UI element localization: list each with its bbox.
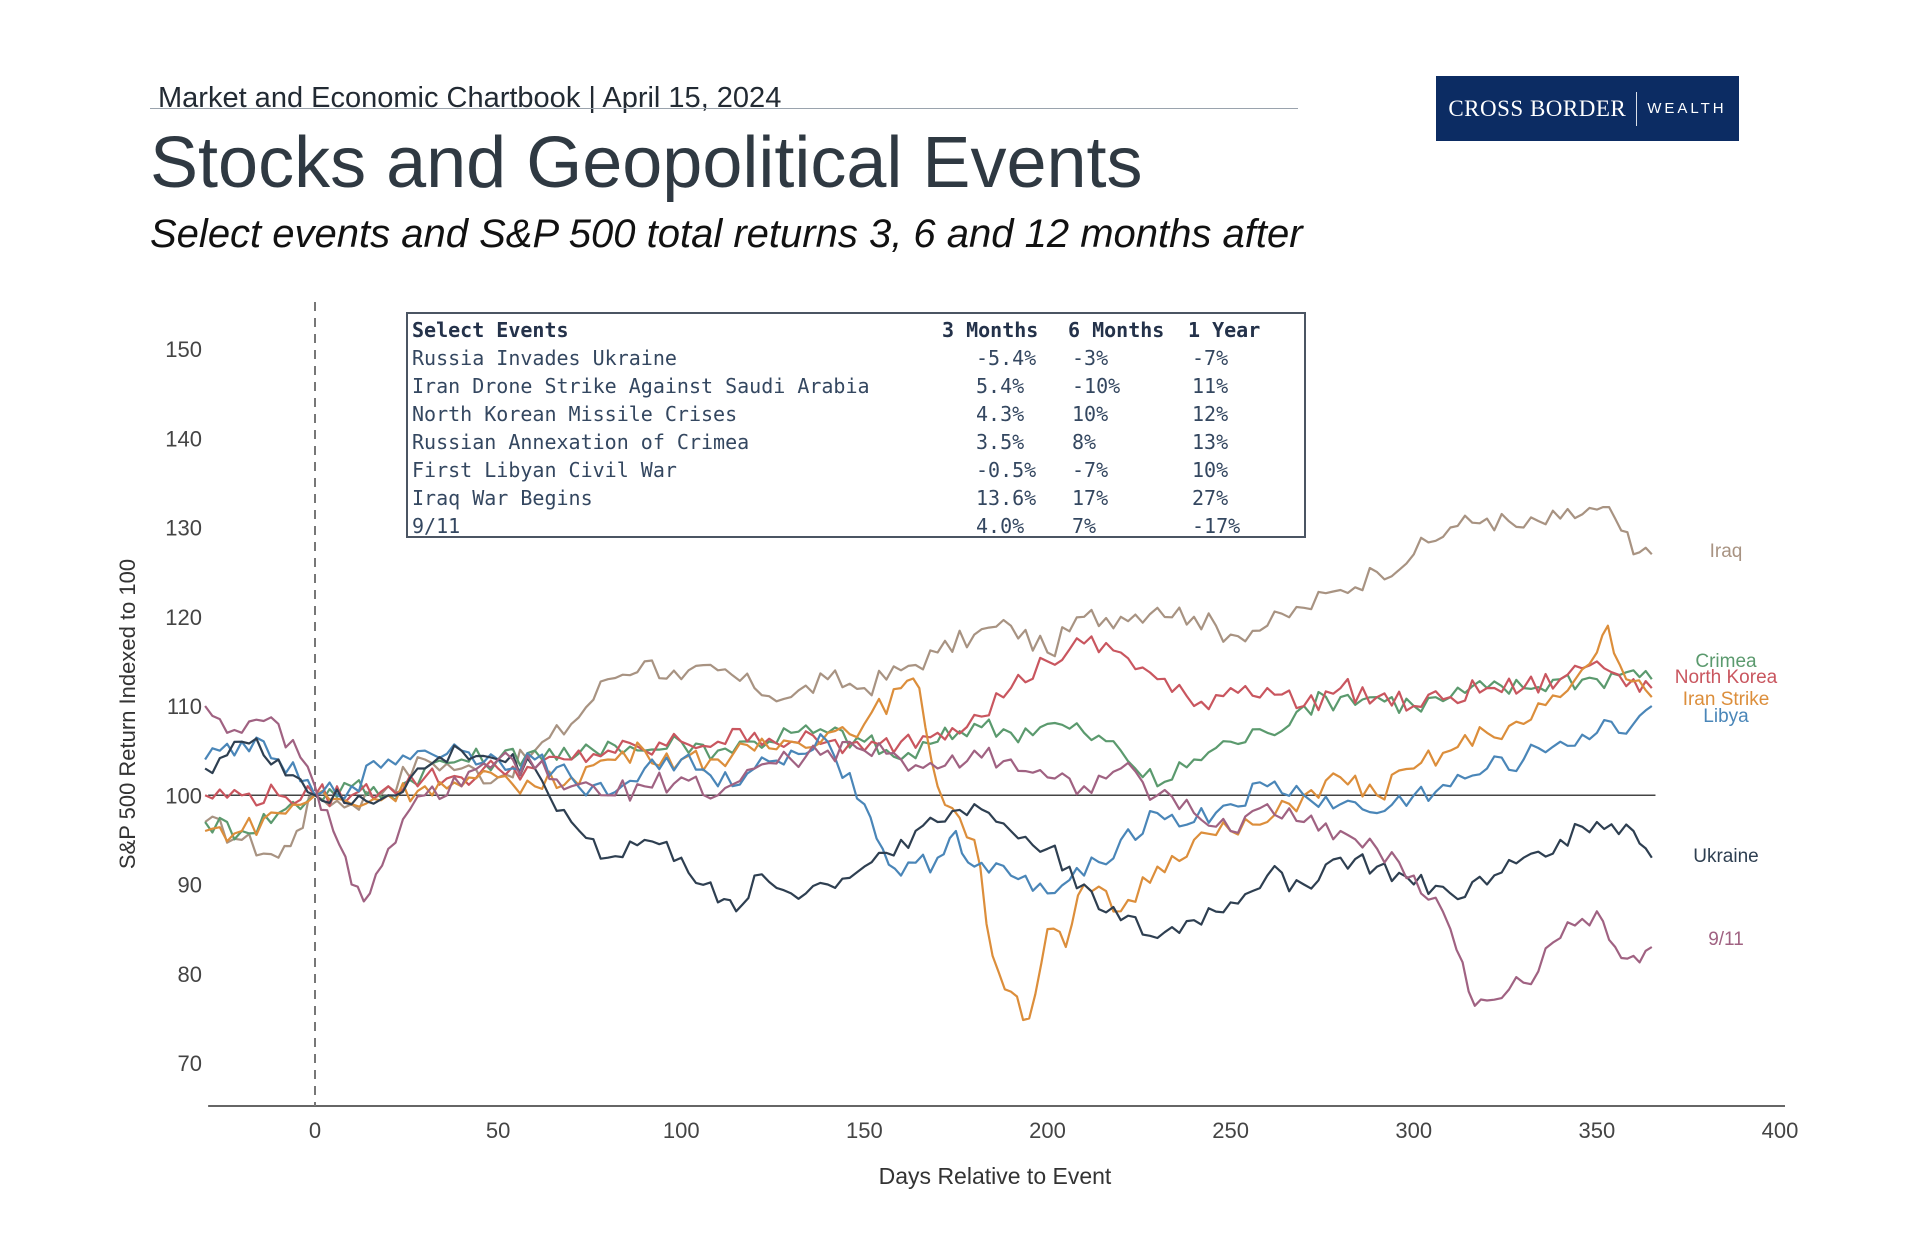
table-cell-3m: -5.4% <box>976 346 1037 370</box>
table-cell-1y: 11% <box>1192 374 1229 398</box>
table-cell-event: Iran Drone Strike Against Saudi Arabia <box>412 374 870 398</box>
table-cell-event: Iraq War Begins <box>412 486 593 510</box>
table-row: Iraq War Begins 13.6% 17% 27% <box>412 486 1302 514</box>
page-subtitle: Select events and S&P 500 total returns … <box>150 212 1303 256</box>
table-cell-1y: -7% <box>1192 346 1229 370</box>
table-cell-event: North Korean Missile Crises <box>412 402 738 426</box>
series-end-label: Libya <box>1703 706 1749 727</box>
series-end-label: Iran Strike <box>1683 689 1770 710</box>
y-tick-label: 70 <box>178 1051 202 1076</box>
y-tick-label: 120 <box>165 605 202 630</box>
series-line-ukraine <box>204 737 1653 940</box>
logo-secondary-text: WEALTH <box>1647 100 1727 117</box>
table-row: Russian Annexation of Crimea 3.5% 8% 13% <box>412 430 1302 458</box>
series-line-iraq <box>204 506 1653 859</box>
events-table: Select Events 3 Months 6 Months 1 Year R… <box>406 312 1306 538</box>
table-cell-6m: 7% <box>1072 514 1097 538</box>
table-header-6m: 6 Months <box>1068 318 1165 342</box>
series-end-label: Crimea <box>1695 651 1757 672</box>
table-header-events: Select Events <box>412 318 569 342</box>
series-end-label: North Korea <box>1675 667 1778 688</box>
table-cell-6m: -3% <box>1072 346 1109 370</box>
table-cell-1y: -17% <box>1192 514 1241 538</box>
table-cell-3m: 13.6% <box>976 486 1037 510</box>
table-cell-6m: 8% <box>1072 430 1097 454</box>
y-tick-label: 130 <box>165 516 202 541</box>
series-end-label: Iraq <box>1710 541 1743 562</box>
x-tick-label: 100 <box>663 1118 700 1143</box>
table-cell-event: Russian Annexation of Crimea <box>412 430 750 454</box>
table-cell-1y: 13% <box>1192 430 1229 454</box>
table-cell-event: 9/11 <box>412 514 461 538</box>
table-cell-1y: 27% <box>1192 486 1229 510</box>
x-tick-label: 200 <box>1029 1118 1066 1143</box>
x-tick-label: 400 <box>1762 1118 1799 1143</box>
table-cell-1y: 12% <box>1192 402 1229 426</box>
x-tick-label: 0 <box>309 1118 321 1143</box>
series-line-crimea <box>204 669 1653 841</box>
table-cell-3m: -0.5% <box>976 458 1037 482</box>
table-cell-6m: 10% <box>1072 402 1109 426</box>
table-cell-1y: 10% <box>1192 458 1229 482</box>
table-cell-6m: -7% <box>1072 458 1109 482</box>
logo-primary-text: CROSS BORDER <box>1448 95 1627 121</box>
table-row: Iran Drone Strike Against Saudi Arabia 5… <box>412 374 1302 402</box>
x-tick-label: 300 <box>1395 1118 1432 1143</box>
events-table-header: Select Events 3 Months 6 Months 1 Year <box>412 318 1302 346</box>
y-tick-label: 150 <box>165 337 202 362</box>
table-cell-6m: -10% <box>1072 374 1121 398</box>
x-tick-label: 250 <box>1212 1118 1249 1143</box>
x-tick-label: 50 <box>486 1118 510 1143</box>
page-title: Stocks and Geopolitical Events <box>150 123 1143 203</box>
table-cell-event: Russia Invades Ukraine <box>412 346 677 370</box>
series-line-iran-strike <box>204 624 1653 1022</box>
table-row: First Libyan Civil War -0.5% -7% 10% <box>412 458 1302 486</box>
x-axis-label: Days Relative to Event <box>879 1163 1112 1189</box>
table-row: 9/11 4.0% 7% -17% <box>412 514 1302 542</box>
series-line-9-11 <box>204 705 1653 1007</box>
series-line-libya <box>204 705 1653 895</box>
table-cell-3m: 4.0% <box>976 514 1025 538</box>
y-axis-label: S&P 500 Return Indexed to 100 <box>115 559 140 869</box>
company-logo: CROSS BORDER WEALTH <box>1436 76 1739 141</box>
series-end-label: Ukraine <box>1693 846 1758 867</box>
table-cell-3m: 4.3% <box>976 402 1025 426</box>
table-cell-3m: 3.5% <box>976 430 1025 454</box>
table-cell-event: First Libyan Civil War <box>412 458 677 482</box>
header-divider <box>150 108 1298 109</box>
y-tick-label: 110 <box>167 694 202 719</box>
table-cell-3m: 5.4% <box>976 374 1025 398</box>
x-tick-label: 350 <box>1579 1118 1616 1143</box>
table-header-3m: 3 Months <box>942 318 1039 342</box>
y-tick-label: 100 <box>165 783 202 808</box>
y-tick-label: 140 <box>165 426 202 451</box>
y-tick-label: 90 <box>178 873 202 898</box>
series-line-north-korea <box>204 635 1653 807</box>
series-end-label: 9/11 <box>1708 929 1744 950</box>
logo-separator <box>1636 91 1638 126</box>
x-tick-label: 150 <box>846 1118 883 1143</box>
table-row: North Korean Missile Crises 4.3% 10% 12% <box>412 402 1302 430</box>
y-tick-label: 80 <box>178 962 202 987</box>
table-cell-6m: 17% <box>1072 486 1109 510</box>
table-row: Russia Invades Ukraine -5.4% -3% -7% <box>412 346 1302 374</box>
table-header-1y: 1 Year <box>1188 318 1261 342</box>
